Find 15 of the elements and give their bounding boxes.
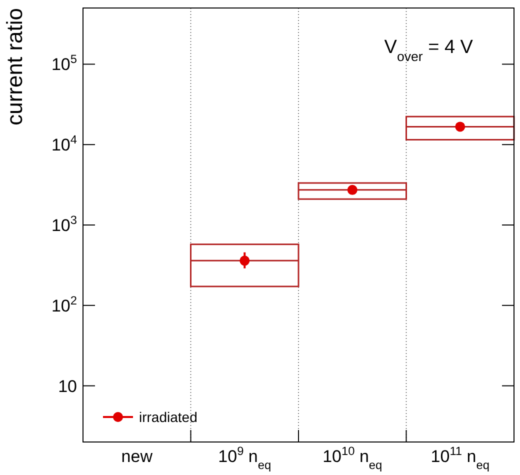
y-tick-label: 10$^{5}$ — [51, 52, 78, 74]
x-tick-label: 10$^{9}$ n$_{eq}$ — [218, 444, 272, 472]
y-tick-label: 10 — [58, 376, 77, 396]
point — [240, 256, 250, 266]
y-axis-title: current ratio — [2, 8, 27, 126]
annotation: V$_{over}$ = 4 V — [384, 37, 474, 64]
y-tick-label: 10$^{2}$ — [51, 293, 78, 316]
x-tick-label: 10$^{10}$ n$_{eq}$ — [322, 444, 382, 472]
y-tick-label: 10$^{4}$ — [51, 132, 78, 155]
point — [347, 184, 358, 195]
legend-label: irradiated — [139, 408, 198, 425]
x-tick-label: new — [121, 447, 154, 466]
point — [455, 122, 466, 132]
x-tick-label: 10$^{11}$ n$_{eq}$ — [430, 444, 490, 472]
y-tick-label: 10$^{3}$ — [51, 212, 78, 235]
